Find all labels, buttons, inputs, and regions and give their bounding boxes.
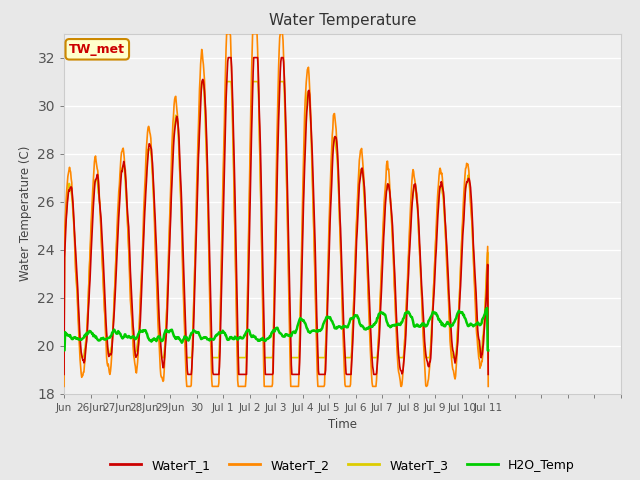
Legend: WaterT_1, WaterT_2, WaterT_3, H2O_Temp: WaterT_1, WaterT_2, WaterT_3, H2O_Temp xyxy=(105,454,580,477)
Text: TW_met: TW_met xyxy=(69,43,125,56)
WaterT_3 xyxy=(110,307,118,312)
X-axis label: Time: Time xyxy=(328,418,357,431)
H2O_Temp xyxy=(110,327,118,333)
H2O_Temp xyxy=(484,348,492,353)
WaterT_1 xyxy=(60,372,68,377)
WaterT_1 xyxy=(484,372,492,377)
WaterT_1 xyxy=(188,365,196,371)
Line: WaterT_1: WaterT_1 xyxy=(64,58,488,374)
Bar xyxy=(64,346,621,394)
WaterT_2 xyxy=(484,384,492,389)
WaterT_1 xyxy=(209,369,216,375)
WaterT_1 xyxy=(225,55,232,60)
Y-axis label: Water Temperature (C): Water Temperature (C) xyxy=(19,146,31,281)
WaterT_3 xyxy=(188,355,196,360)
WaterT_2 xyxy=(60,384,68,389)
WaterT_2 xyxy=(343,384,351,389)
Line: H2O_Temp: H2O_Temp xyxy=(64,308,488,350)
WaterT_3 xyxy=(60,355,68,360)
Title: Water Temperature: Water Temperature xyxy=(269,13,416,28)
WaterT_1 xyxy=(319,372,327,377)
WaterT_2 xyxy=(188,369,196,374)
H2O_Temp xyxy=(319,323,326,328)
H2O_Temp xyxy=(225,336,233,342)
WaterT_2 xyxy=(223,31,231,36)
WaterT_2 xyxy=(110,310,118,316)
H2O_Temp xyxy=(188,330,196,336)
WaterT_3 xyxy=(225,79,233,84)
H2O_Temp xyxy=(343,324,351,330)
WaterT_2 xyxy=(225,31,233,36)
WaterT_3 xyxy=(343,355,351,360)
H2O_Temp xyxy=(483,305,491,311)
WaterT_1 xyxy=(110,316,118,322)
WaterT_1 xyxy=(343,372,351,377)
WaterT_3 xyxy=(198,79,206,84)
WaterT_3 xyxy=(484,355,492,360)
H2O_Temp xyxy=(60,348,68,353)
WaterT_3 xyxy=(209,355,217,360)
WaterT_2 xyxy=(319,384,327,389)
WaterT_2 xyxy=(209,384,216,389)
Line: WaterT_2: WaterT_2 xyxy=(64,34,488,386)
Line: WaterT_3: WaterT_3 xyxy=(64,82,488,358)
H2O_Temp xyxy=(209,336,216,342)
WaterT_3 xyxy=(319,355,327,360)
WaterT_1 xyxy=(225,55,233,60)
